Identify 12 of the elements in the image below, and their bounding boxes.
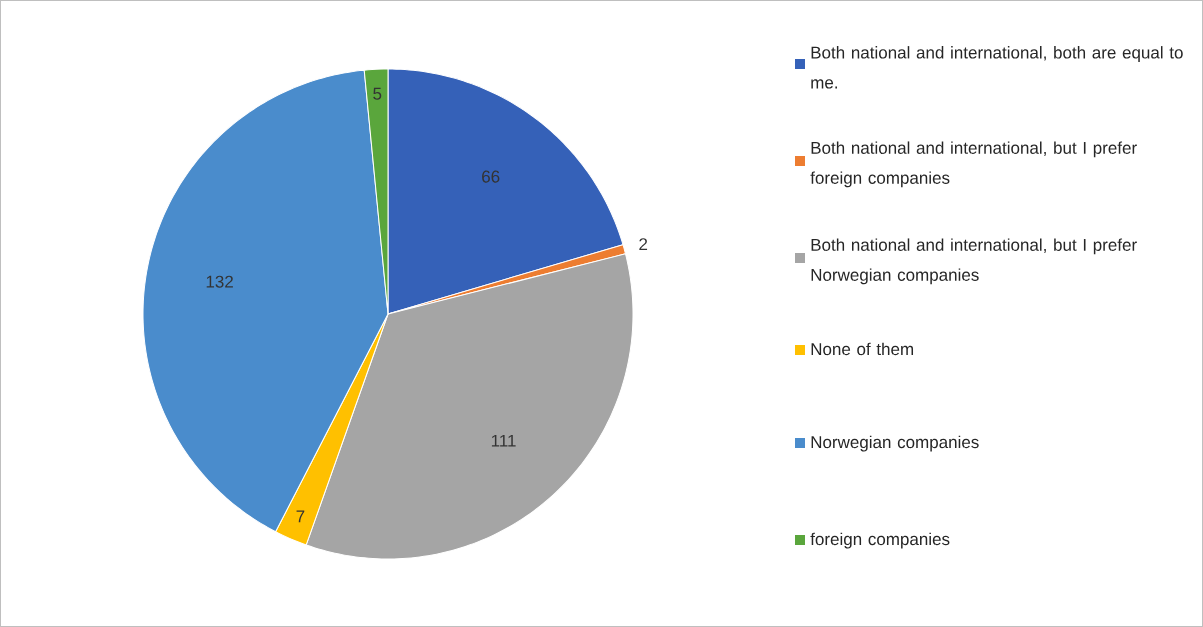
legend-label: foreign companies <box>810 532 950 549</box>
data-label: 132 <box>206 275 233 288</box>
legend-label: None of them <box>811 342 914 356</box>
data-label: 7 <box>296 510 305 523</box>
legend-label: Both national and international, but I prefer Norwegian companies <box>811 238 1137 285</box>
data-label: 5 <box>373 87 382 100</box>
data-label: 66 <box>482 170 500 183</box>
legend-label: Both national and international, both are equal to me. <box>811 46 1183 89</box>
legend-label: Both national and international, but I prefer foreign companies <box>810 141 1137 188</box>
data-label: 111 <box>491 434 516 447</box>
legend-label: Norwegian companies <box>811 435 979 452</box>
data-label: 2 <box>639 238 648 251</box>
